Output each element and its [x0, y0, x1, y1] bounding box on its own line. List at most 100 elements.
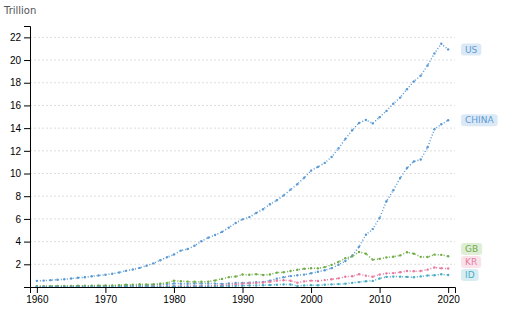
point — [385, 272, 387, 274]
point — [447, 48, 449, 50]
point — [186, 248, 188, 250]
tick-mark — [24, 105, 30, 106]
point — [255, 281, 257, 283]
tick-label: 18 — [10, 77, 22, 88]
point — [255, 212, 257, 214]
tick-mark — [24, 151, 30, 152]
point — [317, 166, 319, 168]
point — [392, 189, 394, 191]
point — [296, 269, 298, 271]
tick-mark — [174, 287, 175, 293]
point — [255, 273, 257, 275]
tick: 1970 — [95, 287, 118, 305]
point — [358, 251, 360, 253]
point — [248, 281, 250, 283]
point — [193, 285, 195, 287]
point — [351, 129, 353, 131]
point — [303, 268, 305, 270]
point — [317, 280, 319, 282]
point — [378, 273, 380, 275]
tick-label: 1990 — [232, 294, 255, 305]
point — [399, 96, 401, 98]
tick-label: 4 — [15, 236, 21, 247]
point — [317, 271, 319, 273]
point — [358, 246, 360, 248]
point — [351, 255, 353, 257]
point — [276, 279, 278, 281]
point — [420, 256, 422, 258]
tick-mark — [243, 287, 244, 293]
grid-line — [30, 128, 455, 129]
point — [36, 286, 38, 287]
point — [269, 273, 271, 275]
point — [303, 280, 305, 282]
point — [440, 254, 442, 256]
tick: 2 — [15, 259, 30, 270]
point — [221, 278, 223, 280]
point — [43, 285, 45, 287]
point — [63, 285, 65, 287]
point — [43, 286, 45, 287]
point — [166, 285, 168, 287]
point — [406, 167, 408, 169]
end-label: US — [461, 43, 481, 55]
point — [152, 283, 154, 285]
tick-mark — [24, 196, 30, 197]
point — [317, 284, 319, 286]
point — [351, 282, 353, 284]
point — [440, 123, 442, 125]
point — [262, 208, 264, 210]
point — [152, 262, 154, 264]
tick: 2010 — [369, 287, 392, 305]
point — [186, 285, 188, 287]
point — [282, 283, 284, 285]
point — [310, 272, 312, 274]
y-axis: 246810121416182022 — [10, 27, 31, 288]
tick: 1980 — [163, 287, 186, 305]
point — [125, 286, 127, 287]
point — [77, 286, 79, 287]
point — [248, 284, 250, 286]
point — [56, 285, 58, 287]
point — [372, 258, 374, 260]
point — [310, 279, 312, 281]
axis-title: Trillion — [3, 5, 36, 16]
point — [447, 255, 449, 257]
point — [303, 284, 305, 286]
point — [132, 286, 134, 287]
point — [166, 256, 168, 258]
point — [365, 280, 367, 282]
point — [426, 274, 428, 276]
tick-label: 1980 — [163, 294, 186, 305]
point — [276, 271, 278, 273]
point — [248, 282, 250, 284]
point — [358, 122, 360, 124]
point — [70, 286, 72, 287]
point — [145, 265, 147, 267]
point — [90, 285, 92, 287]
point — [289, 279, 291, 281]
point — [392, 102, 394, 104]
point — [276, 284, 278, 286]
point — [378, 277, 380, 279]
point — [104, 274, 106, 276]
tick-label: 22 — [10, 32, 22, 43]
point — [385, 256, 387, 258]
point — [49, 285, 51, 287]
point — [104, 286, 106, 287]
point — [337, 261, 339, 263]
grid-line — [30, 173, 455, 174]
point — [282, 271, 284, 273]
point — [344, 260, 346, 262]
point — [440, 273, 442, 275]
series-label: CHINA — [465, 115, 494, 125]
point — [111, 273, 113, 275]
point — [330, 278, 332, 280]
point — [84, 286, 86, 287]
point — [221, 285, 223, 287]
point — [330, 283, 332, 285]
point — [413, 270, 415, 272]
point — [262, 274, 264, 276]
point — [282, 276, 284, 278]
tick-mark — [24, 219, 30, 220]
